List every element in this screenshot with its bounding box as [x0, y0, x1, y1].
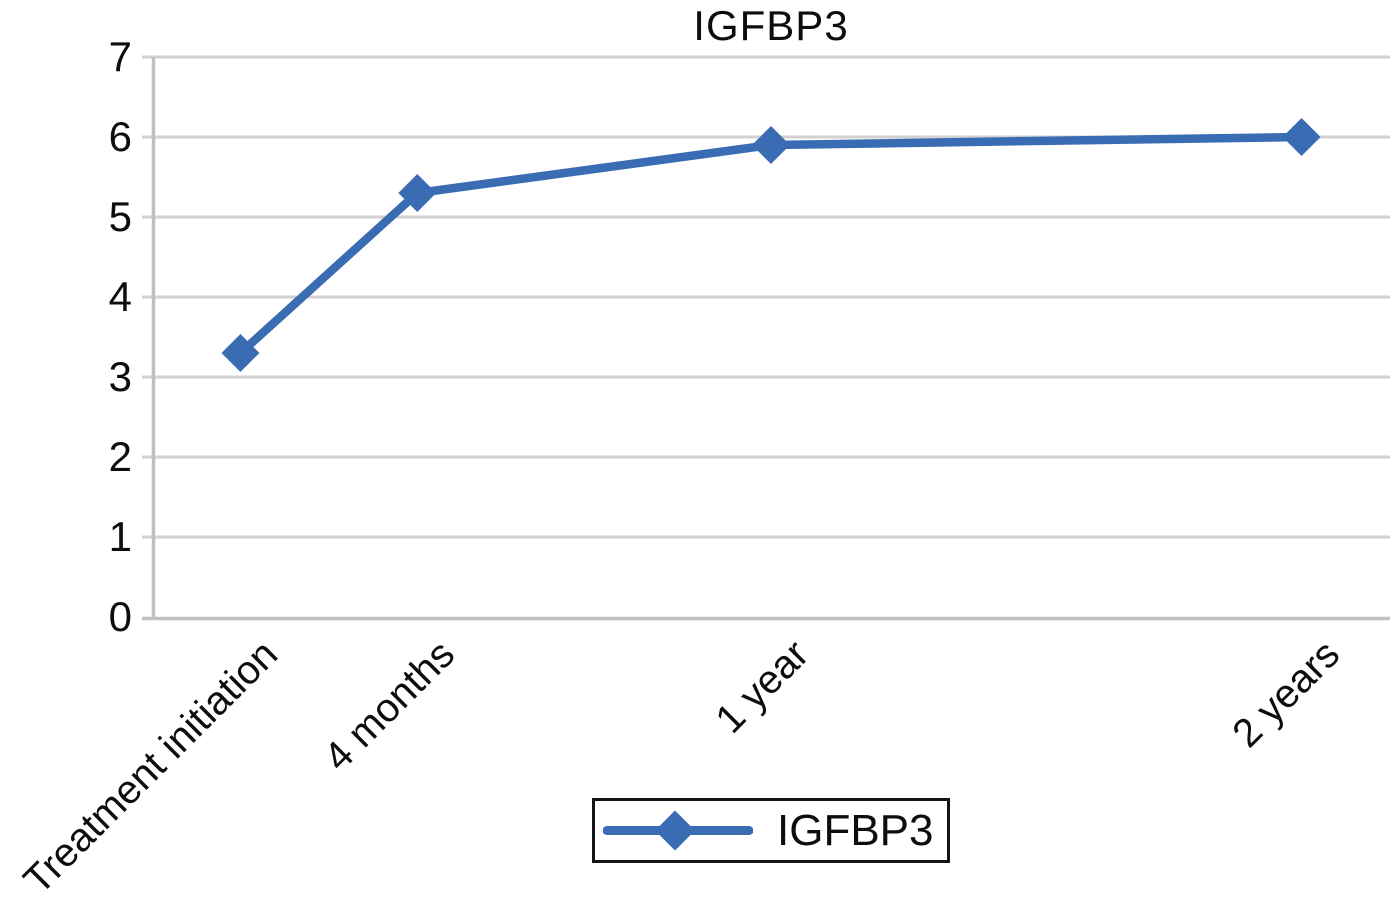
series-line [236, 132, 1306, 358]
x-axis-label: 1 year [707, 632, 818, 742]
y-tick-label: 5 [108, 193, 132, 240]
data-point-marker [752, 126, 790, 164]
x-axis-label: 4 months [315, 632, 464, 780]
data-point-marker [221, 334, 260, 372]
legend-label: IGFBP3 [777, 805, 934, 855]
plot-area [142, 55, 1390, 621]
data-point-marker [398, 174, 437, 212]
y-tick-label: 0 [108, 593, 132, 640]
data-point-marker [1282, 118, 1321, 156]
y-tick-label: 2 [108, 433, 132, 480]
y-tick-label: 4 [108, 273, 132, 320]
chart-title: IGFBP3 [693, 2, 849, 49]
y-tick-label: 6 [108, 113, 132, 160]
x-axis-label: 2 years [1223, 632, 1348, 756]
legend-diamond-icon [655, 810, 695, 851]
y-tick-label: 7 [108, 33, 132, 80]
legend: IGFBP3 [592, 798, 950, 863]
x-axis-label: Treatment initiation [15, 632, 287, 902]
y-tick-label: 1 [108, 513, 132, 560]
legend-line-marker-icon [603, 810, 753, 851]
y-tick-label: 3 [108, 353, 132, 400]
